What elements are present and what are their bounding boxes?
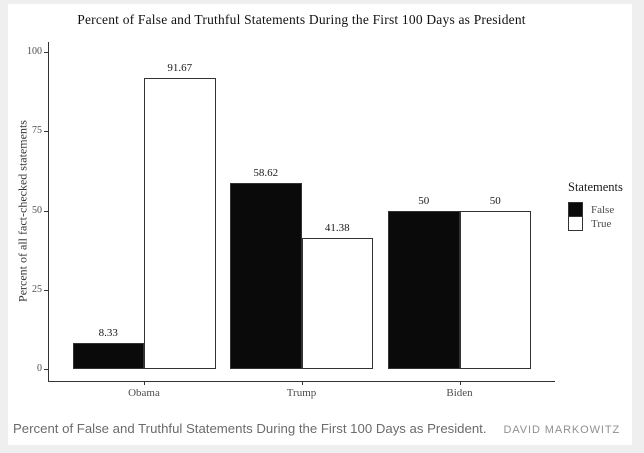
y-tick-label: 100 [27, 46, 42, 57]
legend-swatch-false [568, 202, 583, 217]
byline: DAVID MARKOWITZ [503, 424, 621, 436]
bar-value-label: 41.38 [324, 221, 350, 234]
bar-value-label: 58.62 [253, 167, 279, 180]
bar-false-obama [72, 342, 144, 369]
y-axis-line [48, 42, 49, 381]
bar-value-label: 50 [418, 194, 430, 207]
x-tick [301, 381, 303, 385]
legend-keys: False True [568, 202, 639, 231]
x-category-label-biden: Biden [446, 387, 473, 399]
x-tick [144, 381, 145, 385]
legend-label: False [591, 203, 615, 216]
bar-true-trump [301, 237, 373, 369]
y-tick [44, 289, 48, 291]
y-tick-label: 75 [32, 125, 42, 137]
y-tick [44, 210, 48, 212]
legend-title: Statements [568, 180, 623, 194]
y-tick [44, 369, 48, 370]
y-tick-label: 25 [32, 283, 42, 295]
legend-entry-true: True [568, 216, 639, 231]
x-category-label-obama: Obama [128, 387, 160, 399]
bar-true-obama [144, 78, 216, 369]
x-category-label-trump: Trump [286, 387, 317, 399]
caption: Percent of False and Truthful Statements… [13, 421, 487, 436]
bar-value-label: 8.33 [98, 326, 118, 339]
y-tick-label: 50 [32, 204, 42, 216]
legend-swatch-true [568, 216, 583, 231]
bar-value-label: 91.67 [167, 62, 193, 75]
y-tick [44, 131, 48, 133]
bar-value-label: 50 [489, 194, 501, 207]
caption-bar: Percent of False and Truthful Statements… [13, 419, 639, 440]
legend-label: True [591, 217, 612, 230]
bar-false-biden [388, 210, 460, 369]
bar-true-biden [459, 210, 531, 369]
bar-false-trump [230, 183, 302, 369]
chart-title: Percent of False and Truthful Statements… [77, 12, 526, 27]
legend-entry-false: False [568, 202, 639, 217]
x-tick [459, 381, 461, 385]
legend: Statements False True [567, 180, 639, 231]
y-tick [44, 52, 48, 53]
y-tick-label: 0 [37, 363, 42, 374]
